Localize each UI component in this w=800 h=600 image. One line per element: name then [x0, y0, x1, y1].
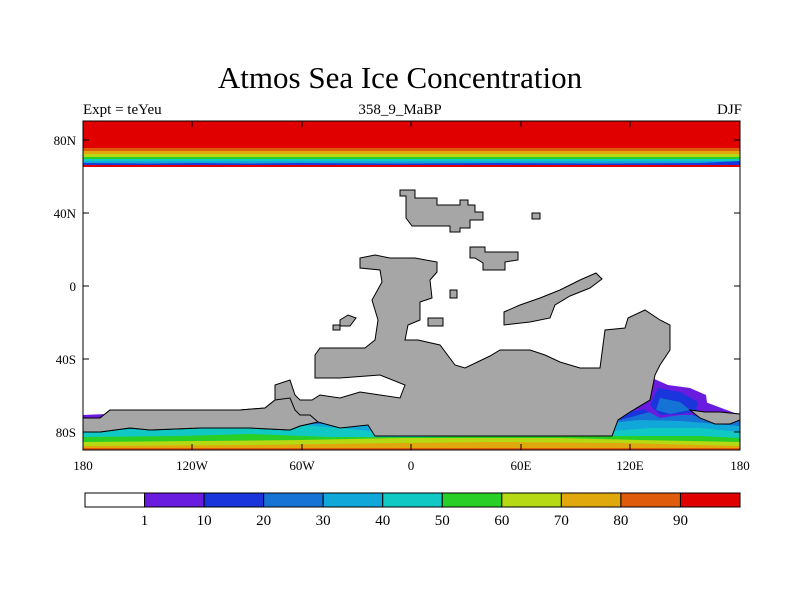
- y-tick-label: 40N: [54, 206, 77, 221]
- land-islet-4: [332, 324, 341, 331]
- colorbar-label: 20: [256, 513, 271, 529]
- season-label: DJF: [716, 102, 742, 118]
- colorbar-label: 70: [554, 513, 569, 529]
- arctic-sea-ice: [83, 121, 740, 167]
- plot-title: Atmos Sea Ice Concentration: [217, 60, 583, 95]
- colorbar-swatch: [144, 492, 205, 508]
- colorbar: [84, 492, 741, 508]
- colorbar-swatch: [560, 492, 622, 508]
- colorbar-label: 90: [673, 513, 688, 529]
- y-tick-labels: 80N 40N 0 40S 80S: [54, 133, 77, 440]
- land-small-island: [531, 212, 541, 220]
- land-masses: [82, 189, 741, 437]
- colorbar-label: 1: [141, 513, 149, 529]
- colorbar-swatch: [263, 492, 324, 508]
- y-tick-label: 40S: [56, 352, 76, 367]
- colorbar-label: 30: [316, 513, 331, 529]
- land-island-east: [469, 246, 519, 271]
- y-tick-label: 0: [70, 279, 77, 294]
- time-slice-label: 358_9_MaBP: [358, 102, 442, 118]
- colorbar-label: 10: [197, 513, 212, 529]
- experiment-label: Expt = teYeu: [83, 102, 162, 118]
- y-tick-label: 80N: [54, 133, 77, 148]
- colorbar-label: 80: [613, 513, 628, 529]
- colorbar-swatch: [501, 492, 562, 508]
- x-tick-label: 120W: [176, 458, 209, 473]
- y-tick-label: 80S: [56, 425, 76, 440]
- colorbar-swatch: [441, 492, 503, 508]
- colorbar-labels: 1 10 20 30 40 50 60 70 80 90: [141, 513, 688, 529]
- colorbar-swatch: [679, 492, 741, 508]
- colorbar-swatch: [322, 492, 384, 508]
- land-gondwana: [82, 254, 671, 437]
- x-tick-labels: 180 120W 60W 0 60E 120E 180: [73, 458, 750, 473]
- colorbar-label: 50: [435, 513, 450, 529]
- x-tick-label: 180: [73, 458, 93, 473]
- land-islet: [449, 289, 458, 299]
- x-tick-label: 120E: [616, 458, 644, 473]
- colorbar-label: 40: [375, 513, 390, 529]
- colorbar-swatch: [203, 492, 265, 508]
- x-tick-label: 60W: [289, 458, 315, 473]
- colorbar-swatch: [620, 492, 681, 508]
- axis-ticks: [82, 121, 741, 450]
- x-tick-label: 60E: [511, 458, 532, 473]
- x-tick-label: 0: [408, 458, 415, 473]
- colorbar-swatch: [84, 492, 146, 508]
- land-islet-2: [427, 317, 444, 327]
- land-south-west: [82, 397, 320, 433]
- colorbar-swatch: [382, 492, 443, 508]
- x-tick-label: 180: [730, 458, 750, 473]
- land-north-continent: [399, 189, 484, 233]
- colorbar-label: 60: [494, 513, 509, 529]
- land-island-arc: [503, 272, 603, 326]
